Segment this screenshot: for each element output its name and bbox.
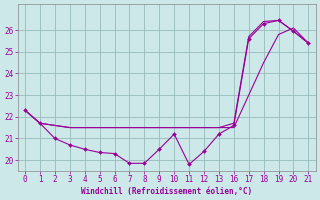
X-axis label: Windchill (Refroidissement éolien,°C): Windchill (Refroidissement éolien,°C) xyxy=(81,187,252,196)
